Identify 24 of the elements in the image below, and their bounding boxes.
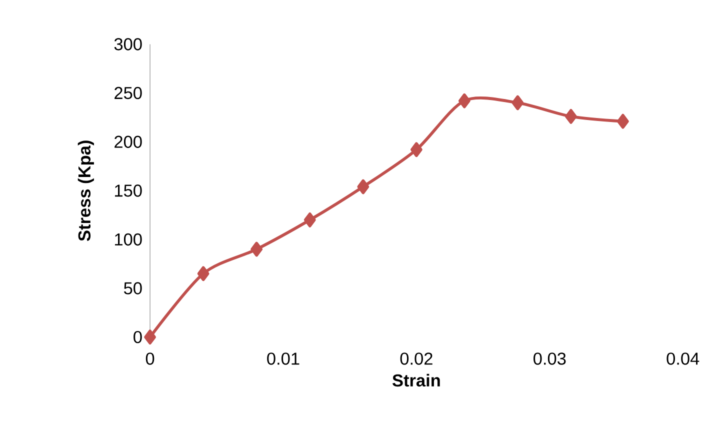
point bbox=[512, 95, 524, 110]
point bbox=[616, 114, 629, 129]
y-tick-label: 250 bbox=[114, 86, 142, 100]
y-tick-label: 150 bbox=[115, 184, 142, 197]
x-tick-label: 0 bbox=[146, 352, 154, 365]
point bbox=[410, 142, 422, 158]
x-tick-label: 0.04 bbox=[666, 352, 700, 365]
point bbox=[250, 242, 263, 257]
y-tick-label: 50 bbox=[124, 282, 142, 294]
y-tick-label: 200 bbox=[114, 136, 142, 148]
point bbox=[565, 109, 577, 124]
x-tick-label: 0.01 bbox=[267, 352, 300, 365]
y-tick-label: 300 bbox=[114, 38, 142, 50]
x-tick-label: 0.02 bbox=[400, 352, 432, 365]
point bbox=[357, 179, 370, 194]
x-axis-title: Strain bbox=[392, 374, 440, 387]
y-tick-label: 100 bbox=[115, 233, 142, 246]
point bbox=[197, 266, 210, 282]
point bbox=[144, 330, 156, 345]
y-tick-label: 0 bbox=[134, 330, 142, 344]
point bbox=[304, 212, 316, 228]
point bbox=[458, 93, 470, 108]
x-tick-label: 0.03 bbox=[534, 352, 566, 365]
y-axis-title: Stress (Kpa) bbox=[78, 140, 94, 242]
